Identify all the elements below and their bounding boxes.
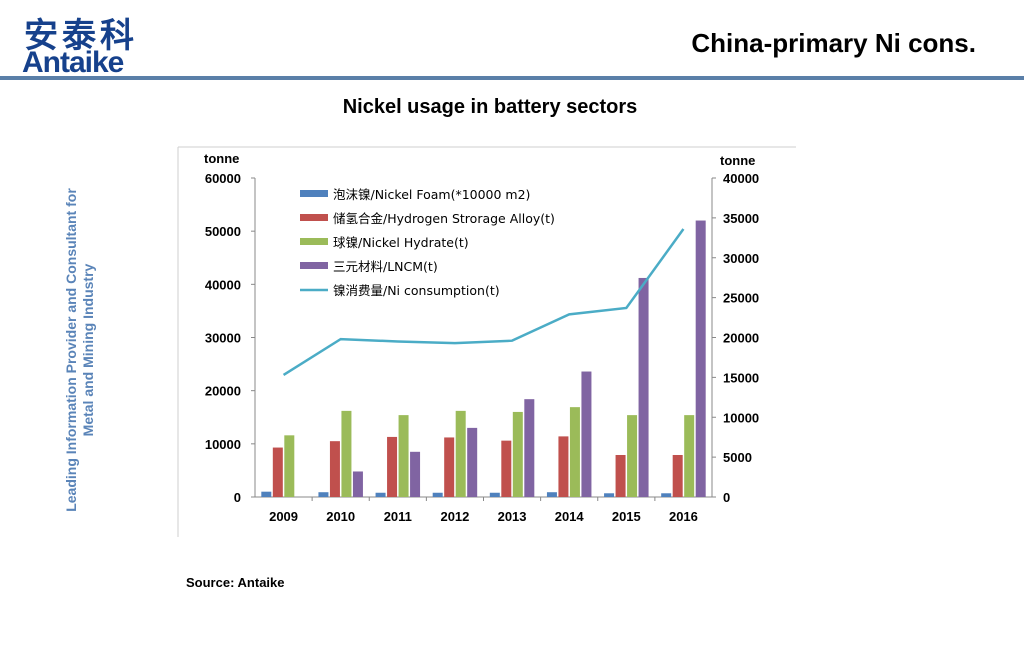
x-tick-label: 2015 [612, 509, 641, 524]
bar-4-2016 [695, 220, 706, 498]
bar-1-2012 [432, 492, 443, 497]
legend-label-2: 储氢合金/Hydrogen Strorage Alloy(t) [333, 211, 555, 226]
y-tick-label-right: 25000 [723, 291, 759, 306]
y-tick-label-left: 60000 [205, 171, 241, 186]
line-ni-consumption [282, 228, 685, 377]
source-note: Source: Antaike [186, 575, 285, 590]
bar-3-2014 [569, 407, 580, 497]
y-tick-label-right: 10000 [723, 410, 759, 425]
legend-label-3: 球镍/Nickel Hydrate(t) [333, 235, 469, 250]
y-tick-label-left: 50000 [205, 224, 241, 239]
y-tick-label-right: 30000 [723, 251, 759, 266]
logo-chinese: 安泰科 [24, 16, 138, 56]
bar-2-2015 [615, 454, 626, 497]
bar-2-2016 [672, 454, 683, 497]
legend-swatch-4 [300, 262, 328, 269]
bar-4-2012 [467, 427, 478, 497]
x-tick-label: 2009 [269, 509, 298, 524]
y-tick-label-right: 20000 [723, 331, 759, 346]
bar-1-2009 [261, 491, 272, 497]
bar-4-2010 [352, 471, 363, 497]
y-tick-label-right: 5000 [723, 450, 752, 465]
y-tick-label-right: 35000 [723, 211, 759, 226]
x-tick-label: 2011 [384, 509, 412, 524]
x-tick-label: 2014 [555, 509, 585, 524]
legend-swatch-1 [300, 190, 328, 197]
bar-1-2013 [489, 492, 500, 497]
x-tick-label: 2013 [498, 509, 527, 524]
bar-1-2014 [546, 492, 557, 497]
bar-2-2010 [329, 441, 340, 497]
y-axis-right-label: tonne [720, 153, 755, 168]
y-tick-label-left: 40000 [205, 277, 241, 292]
legend-swatch-2 [300, 214, 328, 221]
bar-3-2010 [341, 410, 352, 497]
bar-4-2013 [524, 399, 535, 497]
bar-1-2011 [375, 492, 386, 497]
bar-1-2015 [604, 493, 615, 497]
bar-2-2013 [501, 440, 512, 497]
bar-2-2011 [387, 436, 398, 497]
bar-3-2015 [627, 415, 638, 497]
chart-title: Nickel usage in battery sectors [342, 96, 638, 118]
x-tick-label: 2016 [669, 509, 698, 524]
y-tick-label-right: 40000 [723, 171, 759, 186]
bar-3-2011 [398, 415, 409, 497]
legend-label-5: 镍消费量/Ni consumption(t) [333, 283, 500, 298]
bar-3-2009 [284, 435, 295, 497]
bar-2-2012 [444, 437, 455, 497]
legend-label-1: 泡沫镍/Nickel Foam(*10000 m2) [333, 187, 530, 202]
x-tick-label: 2012 [440, 509, 469, 524]
legend-label-4: 三元材料/LNCM(t) [333, 259, 438, 274]
y-axis-left-label: tonne [204, 151, 239, 166]
y-tick-label-left: 10000 [205, 437, 241, 452]
y-tick-label-right: 15000 [723, 370, 759, 385]
bar-4-2011 [410, 451, 421, 497]
header-divider [0, 76, 1024, 80]
logo-english: Antaike [22, 46, 124, 79]
bar-4-2015 [638, 277, 649, 497]
bar-1-2010 [318, 492, 329, 497]
y-tick-label-left: 30000 [205, 331, 241, 346]
bar-2-2009 [272, 447, 283, 497]
bar-4-2014 [581, 371, 592, 497]
y-tick-label-left: 20000 [205, 384, 241, 399]
y-tick-label-left: 0 [234, 490, 241, 505]
bar-3-2016 [684, 415, 695, 497]
y-tick-label-right: 0 [723, 490, 730, 505]
bar-3-2013 [512, 411, 523, 497]
bar-3-2012 [455, 410, 466, 497]
bar-2-2014 [558, 436, 569, 497]
page-title: China-primary Ni cons. [691, 28, 976, 58]
x-tick-label: 2010 [326, 509, 355, 524]
legend-swatch-3 [300, 238, 328, 245]
bar-1-2016 [661, 493, 672, 497]
